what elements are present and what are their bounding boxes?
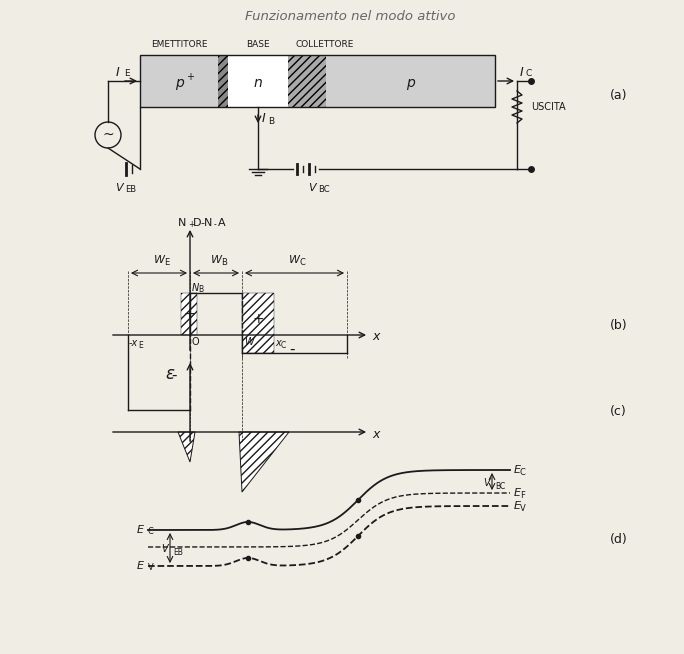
Text: p: p <box>174 76 183 90</box>
Text: V: V <box>520 504 526 513</box>
Text: V: V <box>115 183 123 193</box>
Text: I: I <box>520 65 524 78</box>
Text: B: B <box>268 116 274 126</box>
Text: E: E <box>514 488 521 498</box>
Text: COLLETTORE: COLLETTORE <box>295 40 354 49</box>
Polygon shape <box>178 432 195 462</box>
Text: USCITA: USCITA <box>531 102 566 112</box>
Text: I: I <box>262 112 266 126</box>
Text: E: E <box>138 341 143 349</box>
Text: +: + <box>186 72 194 82</box>
Bar <box>228 55 288 107</box>
Text: +: + <box>252 312 264 326</box>
Bar <box>288 55 326 107</box>
Text: x: x <box>372 330 380 343</box>
Bar <box>218 55 228 107</box>
Bar <box>242 293 274 353</box>
Text: n: n <box>254 76 263 90</box>
Text: ~: ~ <box>102 128 114 142</box>
Text: -: - <box>289 341 295 356</box>
Text: D: D <box>193 218 202 228</box>
Text: W: W <box>211 255 222 265</box>
Polygon shape <box>239 432 289 492</box>
Text: ε: ε <box>166 365 174 383</box>
Text: C: C <box>300 258 305 267</box>
Text: E: E <box>164 258 169 267</box>
Text: B: B <box>221 258 227 267</box>
Text: V: V <box>148 564 154 572</box>
Text: O: O <box>192 337 200 347</box>
Bar <box>140 55 495 107</box>
Text: +: + <box>183 307 195 321</box>
Text: I: I <box>116 65 120 78</box>
Text: A: A <box>218 218 226 228</box>
Text: BASE: BASE <box>246 40 269 49</box>
Text: C: C <box>520 468 526 477</box>
Bar <box>181 293 197 335</box>
Text: (a): (a) <box>610 90 627 103</box>
Text: x: x <box>275 338 280 348</box>
Text: W: W <box>244 337 254 347</box>
Text: (d): (d) <box>610 534 628 547</box>
Text: F: F <box>520 490 525 500</box>
Text: E: E <box>137 561 144 571</box>
Text: +: + <box>188 220 194 229</box>
Text: E: E <box>124 69 130 78</box>
Text: C: C <box>281 341 286 349</box>
Text: B: B <box>198 286 203 294</box>
Text: -N: -N <box>200 218 212 228</box>
Text: C: C <box>526 69 532 78</box>
Text: EB: EB <box>125 185 136 194</box>
Text: (c): (c) <box>610 405 627 419</box>
Text: x: x <box>372 428 380 441</box>
Text: (b): (b) <box>610 318 628 332</box>
Text: V: V <box>308 183 316 193</box>
Text: N: N <box>178 218 186 228</box>
Text: EMETTITORE: EMETTITORE <box>150 40 207 49</box>
Text: C: C <box>148 528 154 536</box>
Bar <box>326 55 495 107</box>
Text: -: - <box>214 220 217 229</box>
Text: V: V <box>161 544 168 554</box>
Text: -: - <box>171 368 176 383</box>
Text: BC: BC <box>495 482 505 491</box>
Text: W: W <box>289 255 300 265</box>
Text: -x: -x <box>129 338 138 348</box>
Text: W: W <box>153 255 164 265</box>
Bar <box>140 55 218 107</box>
Text: EB: EB <box>173 549 183 557</box>
Text: p: p <box>406 76 415 90</box>
Text: BC: BC <box>318 185 330 194</box>
Text: Funzionamento nel modo attivo: Funzionamento nel modo attivo <box>245 10 456 22</box>
Text: V: V <box>484 477 490 487</box>
Text: E: E <box>137 525 144 535</box>
Text: E: E <box>514 465 521 475</box>
Text: E: E <box>514 501 521 511</box>
Text: N: N <box>192 283 199 293</box>
